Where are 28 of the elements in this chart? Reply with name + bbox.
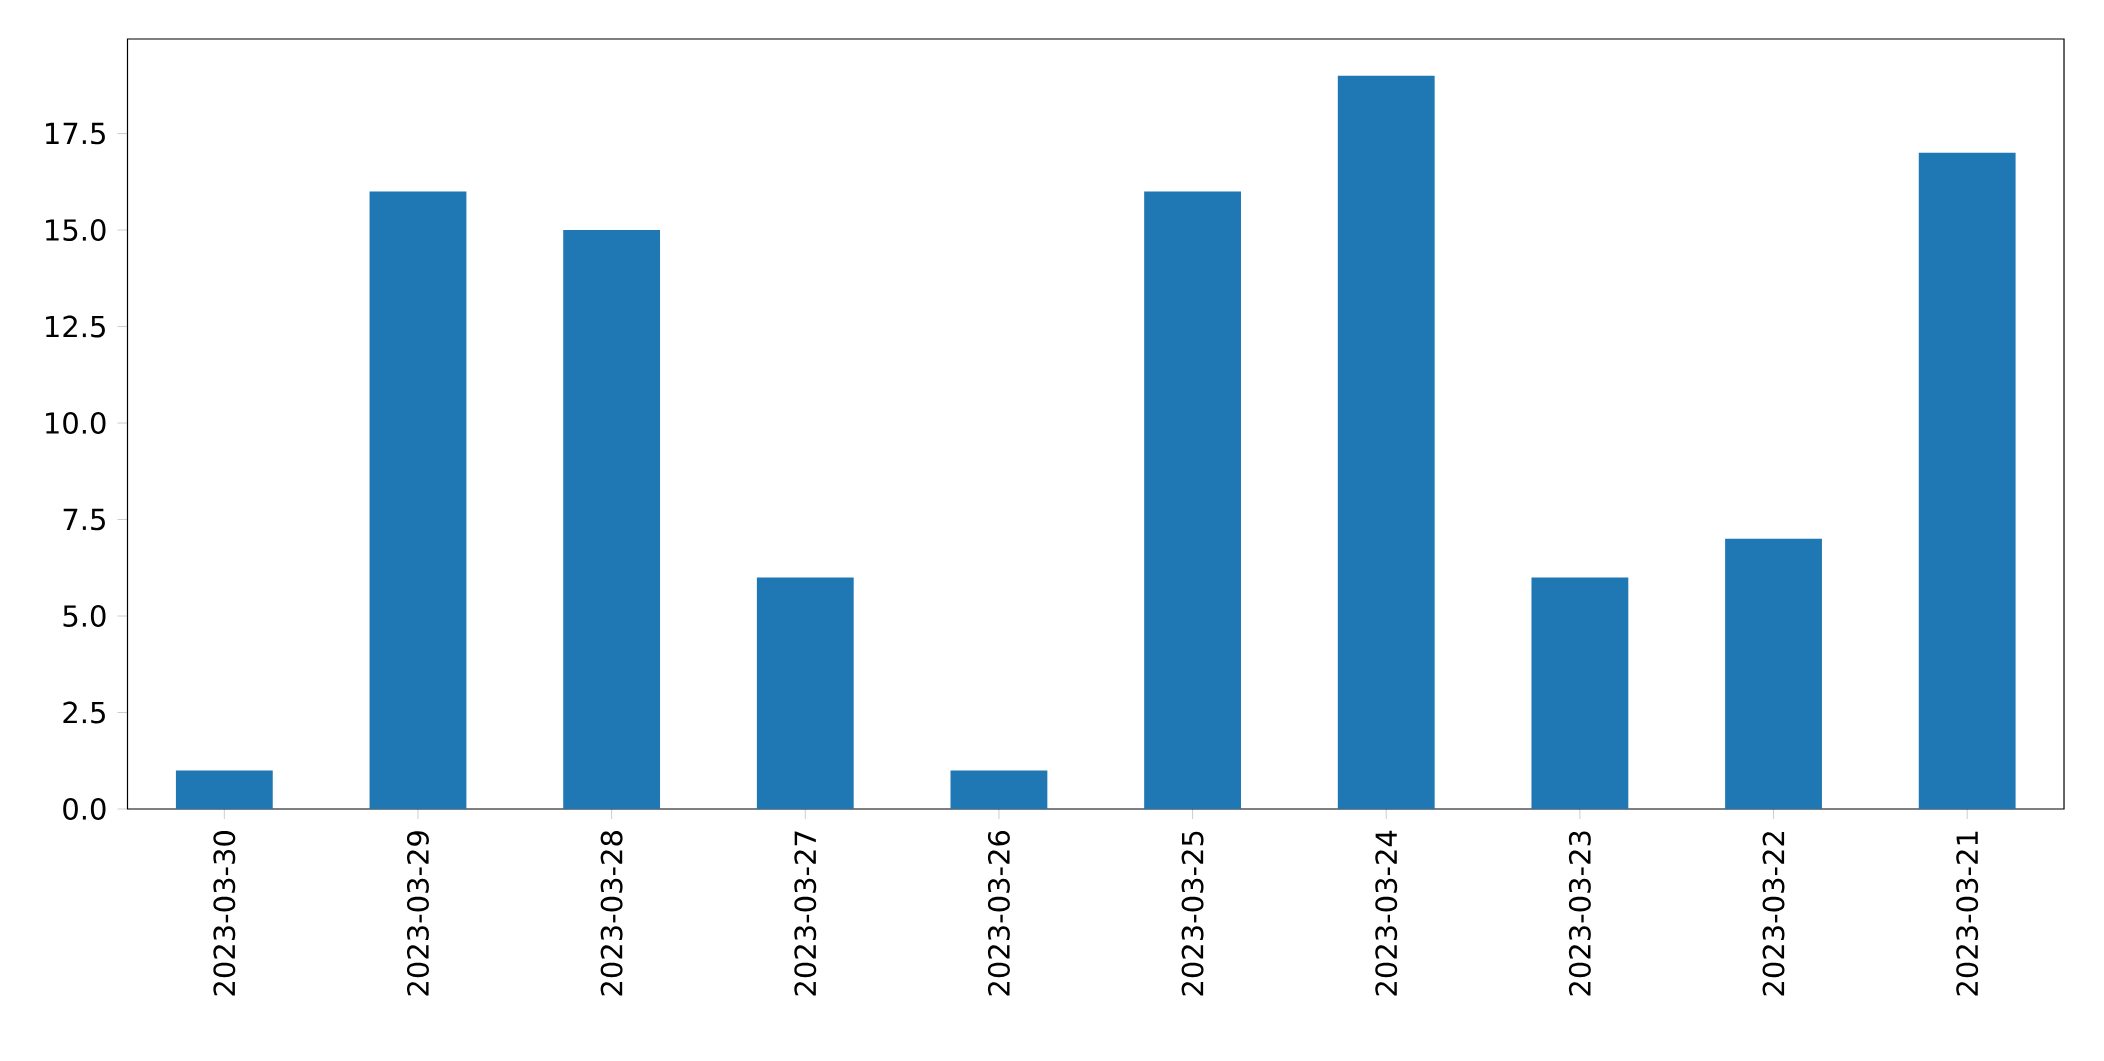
x-tick-label: 2023-03-25 — [1181, 831, 1204, 996]
bar — [369, 191, 467, 809]
y-tick-label: 15.0 — [46, 219, 106, 242]
bar — [950, 770, 1048, 809]
x-tick-label: 2023-03-27 — [794, 831, 817, 996]
bar — [756, 577, 854, 809]
x-tick-label: 2023-03-29 — [406, 831, 429, 996]
y-tick-label: 2.5 — [63, 701, 105, 724]
bar — [175, 770, 273, 809]
x-tick-label: 2023-03-22 — [1762, 832, 1785, 996]
y-tick-label: 17.5 — [46, 122, 105, 145]
y-tick-label: 12.5 — [46, 315, 105, 338]
bar — [1144, 191, 1241, 809]
x-tick-label: 2023-03-26 — [987, 830, 1010, 996]
y-tick-label: 0.0 — [63, 798, 106, 820]
x-tick-label: 2023-03-21 — [1956, 831, 1979, 996]
y-tick-label: 10.0 — [46, 412, 106, 434]
bar — [1531, 577, 1629, 809]
bar — [1337, 75, 1435, 809]
bar — [563, 230, 661, 809]
y-tick-label: 5.0 — [63, 605, 106, 627]
bar — [1725, 538, 1822, 809]
bar — [1918, 152, 2016, 809]
x-tick-label: 2023-03-24 — [1375, 830, 1398, 996]
x-tick-label: 2023-03-28 — [600, 831, 623, 996]
x-tick-label: 2023-03-23 — [1568, 831, 1591, 996]
x-tick-label: 2023-03-30 — [213, 831, 236, 996]
y-tick-label: 7.5 — [63, 508, 105, 531]
